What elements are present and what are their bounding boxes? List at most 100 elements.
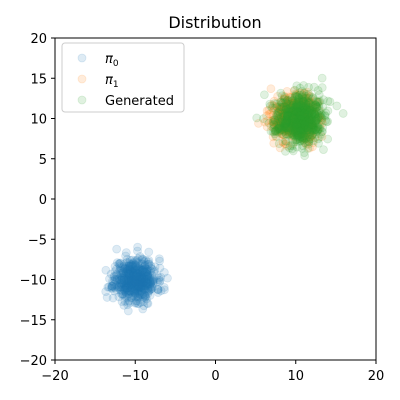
data-point <box>314 106 324 116</box>
data-point <box>304 96 314 106</box>
data-point <box>137 273 147 283</box>
data-point <box>293 125 303 135</box>
data-point <box>138 259 148 269</box>
data-point <box>131 298 141 307</box>
data-point <box>124 267 134 277</box>
data-point <box>119 276 129 285</box>
data-point <box>311 113 321 123</box>
data-point <box>137 287 146 297</box>
data-point <box>120 296 130 306</box>
data-point <box>139 275 148 284</box>
data-point <box>301 99 311 109</box>
data-point <box>281 96 291 106</box>
data-point <box>318 123 328 133</box>
data-point <box>110 274 120 284</box>
data-point <box>132 282 142 292</box>
data-point <box>279 130 289 140</box>
data-point <box>269 123 278 133</box>
data-point <box>286 99 296 108</box>
data-point <box>112 264 121 274</box>
data-point <box>141 278 151 288</box>
data-point <box>306 102 316 112</box>
data-point <box>127 264 137 273</box>
data-point <box>307 105 317 115</box>
data-point <box>295 136 305 146</box>
data-point <box>276 112 286 122</box>
data-point <box>130 289 140 298</box>
data-point <box>290 106 299 116</box>
data-point <box>310 103 320 113</box>
data-point <box>290 112 300 121</box>
data-point <box>279 110 289 120</box>
data-point <box>273 113 283 123</box>
data-point <box>277 125 287 135</box>
data-point <box>291 90 301 99</box>
data-point <box>285 125 295 135</box>
data-point <box>299 119 309 129</box>
data-point <box>144 255 154 265</box>
data-point <box>137 290 147 300</box>
data-point <box>271 131 280 141</box>
data-point <box>289 122 299 132</box>
data-point <box>294 115 304 124</box>
data-point <box>299 111 309 121</box>
data-point <box>299 116 309 126</box>
data-point <box>123 281 133 291</box>
y-tick-label: 20 <box>30 32 47 47</box>
data-point <box>300 116 310 126</box>
data-point <box>145 279 155 289</box>
data-point <box>296 114 305 124</box>
data-point <box>306 132 316 142</box>
data-point <box>274 104 284 114</box>
data-point <box>289 125 299 134</box>
data-point <box>297 104 307 114</box>
data-point <box>301 116 311 126</box>
data-point <box>297 128 307 138</box>
data-point <box>273 109 282 119</box>
data-point <box>119 264 129 274</box>
data-point <box>293 120 303 130</box>
data-point <box>118 266 128 276</box>
data-point <box>291 116 301 126</box>
data-point <box>288 107 298 117</box>
data-point <box>112 275 122 284</box>
data-point <box>293 114 303 124</box>
data-point <box>116 275 126 285</box>
data-point <box>314 97 324 107</box>
data-point <box>142 266 152 276</box>
data-point <box>313 97 323 107</box>
data-point <box>297 113 307 123</box>
data-point <box>298 103 308 112</box>
data-point <box>133 288 143 298</box>
data-point <box>282 117 291 127</box>
data-point <box>295 105 305 114</box>
data-point <box>303 121 313 131</box>
data-point <box>275 143 285 153</box>
data-point <box>294 106 304 116</box>
data-point <box>143 271 153 281</box>
data-point <box>291 125 301 135</box>
data-point <box>133 277 143 286</box>
data-point <box>293 126 303 136</box>
data-point <box>293 101 302 110</box>
data-point <box>120 270 130 280</box>
data-point <box>120 261 129 271</box>
data-point <box>146 279 156 289</box>
data-point <box>145 291 155 300</box>
data-point <box>137 272 147 281</box>
data-point <box>283 97 293 107</box>
data-point <box>289 100 299 110</box>
data-point <box>293 101 303 111</box>
data-point <box>125 283 135 293</box>
data-point <box>294 93 304 102</box>
data-point <box>288 121 297 131</box>
data-point <box>134 282 144 292</box>
data-point <box>299 110 309 119</box>
data-point <box>299 136 308 146</box>
data-point <box>281 122 291 131</box>
data-point <box>153 285 163 295</box>
data-point <box>142 271 152 281</box>
data-point <box>285 118 295 128</box>
data-point <box>138 268 148 277</box>
data-point <box>287 117 297 127</box>
